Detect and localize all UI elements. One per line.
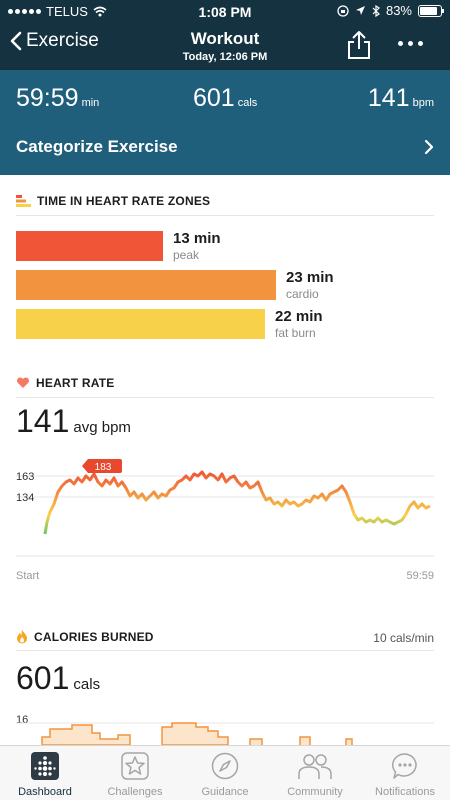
calories-area (161, 722, 229, 745)
duration-unit: min (81, 97, 100, 109)
tab-label: Guidance (201, 786, 249, 798)
location-icon (355, 6, 365, 15)
calories-total-unit: cals (73, 676, 101, 693)
zone-label: fat burn (275, 326, 316, 340)
bluetooth-icon (372, 4, 380, 17)
page-subtitle: Today, 12:06 PM (182, 51, 268, 63)
calories-stat: 601 cals (193, 84, 257, 113)
tab-notifications[interactable]: Notifications (360, 746, 450, 800)
zones-section-header: TIME IN HEART RATE ZONES (16, 194, 210, 208)
zone-value: 13 min (173, 230, 221, 247)
battery-percent: 83% (385, 3, 412, 18)
zone-value: 23 min (286, 269, 334, 286)
status-left: TELUS (8, 4, 107, 19)
calories-unit: cals (237, 97, 258, 109)
back-button[interactable]: Exercise (10, 30, 99, 52)
wifi-icon (93, 6, 107, 17)
zone-label: peak (173, 248, 200, 262)
flame-icon (17, 630, 27, 644)
heart-rate-stat: 141 bpm (368, 84, 434, 113)
zone-value: 22 min (275, 308, 323, 325)
zone-bar (16, 309, 265, 339)
battery-icon (418, 4, 444, 17)
heart-rate-value: 141 (367, 84, 410, 112)
workout-summary: 59:59 min 601 cals 141 bpm Categorize Exerc… (0, 70, 450, 175)
signal-icon (8, 9, 41, 14)
x-start-label: Start (16, 570, 40, 582)
calories-value: 601 (193, 84, 235, 112)
chat-bubble-icon (392, 753, 417, 779)
divider (16, 215, 434, 216)
y-tick-label: 134 (16, 492, 35, 504)
heart-icon (16, 377, 30, 388)
calories-title: CALORIES BURNED (34, 629, 154, 644)
calories-chart (16, 722, 434, 745)
heart-rate-section-header: HEART RATE (16, 376, 114, 390)
zones-icon (16, 195, 31, 207)
avg-heart-rate-value: 141 (16, 403, 70, 439)
chevron-left-icon (10, 31, 22, 51)
calories-rate: 10 cals/min (373, 631, 434, 645)
tab-guidance[interactable]: Guidance (180, 746, 270, 800)
divider (16, 397, 434, 398)
avg-heart-rate-unit: avg bpm (73, 419, 131, 436)
back-label: Exercise (26, 30, 99, 51)
calories-total-value: 601 (16, 660, 70, 696)
peak-label: 183 (95, 462, 112, 473)
x-end-label: 59:59 (406, 570, 434, 582)
zone-bar (16, 231, 163, 261)
more-options-button[interactable] (398, 41, 423, 46)
carrier-label: TELUS (46, 4, 88, 19)
tab-label: Challenges (107, 786, 163, 798)
zone-label: cardio (286, 287, 319, 301)
clock: 1:08 PM (198, 4, 252, 20)
duration-value: 59:59 (16, 84, 79, 112)
avg-heart-rate: 141 avg bpm (16, 403, 131, 440)
spacer (0, 362, 450, 372)
heart-rate-line (43, 470, 431, 535)
calories-section-header: CALORIES BURNED (16, 629, 154, 644)
compass-icon (211, 752, 239, 780)
categorize-exercise-row[interactable]: Categorize Exercise (0, 127, 450, 175)
heart-rate-chart: 183 (16, 459, 434, 557)
heart-rate-title: HEART RATE (36, 376, 115, 390)
app-header: TELUS 1:08 PM 83% (0, 0, 450, 70)
heart-rate-unit: bpm (412, 97, 434, 109)
calories-total: 601 cals (16, 660, 100, 697)
zone-bar (16, 270, 276, 300)
chevron-right-icon (424, 139, 434, 155)
tab-challenges[interactable]: Challenges (90, 746, 180, 800)
divider (16, 650, 434, 651)
peak-marker: 183 (82, 459, 122, 473)
tab-label: Community (287, 786, 343, 798)
tab-community[interactable]: Community (270, 746, 360, 800)
people-icon (298, 754, 332, 779)
lock-rotation-icon (337, 4, 349, 17)
y-tick-label: 163 (16, 471, 35, 483)
battery-level (420, 6, 437, 15)
categorize-exercise-label: Categorize Exercise (16, 137, 178, 156)
zones-title: TIME IN HEART RATE ZONES (37, 194, 211, 208)
calories-area (41, 724, 131, 745)
status-bar: TELUS 1:08 PM 83% (0, 0, 450, 22)
tab-dashboard[interactable]: Dashboard (0, 746, 90, 800)
duration-stat: 59:59 min (16, 84, 99, 113)
share-icon[interactable] (346, 30, 372, 60)
tab-bar: Dashboard Challenges Guidance Community … (0, 745, 450, 800)
calories-area (249, 736, 353, 745)
tab-label: Dashboard (18, 786, 72, 798)
star-icon (121, 752, 149, 780)
tab-label: Notifications (375, 786, 435, 798)
dashboard-icon (31, 752, 59, 780)
status-right: 83% (337, 3, 444, 18)
page-title: Workout (190, 29, 260, 48)
